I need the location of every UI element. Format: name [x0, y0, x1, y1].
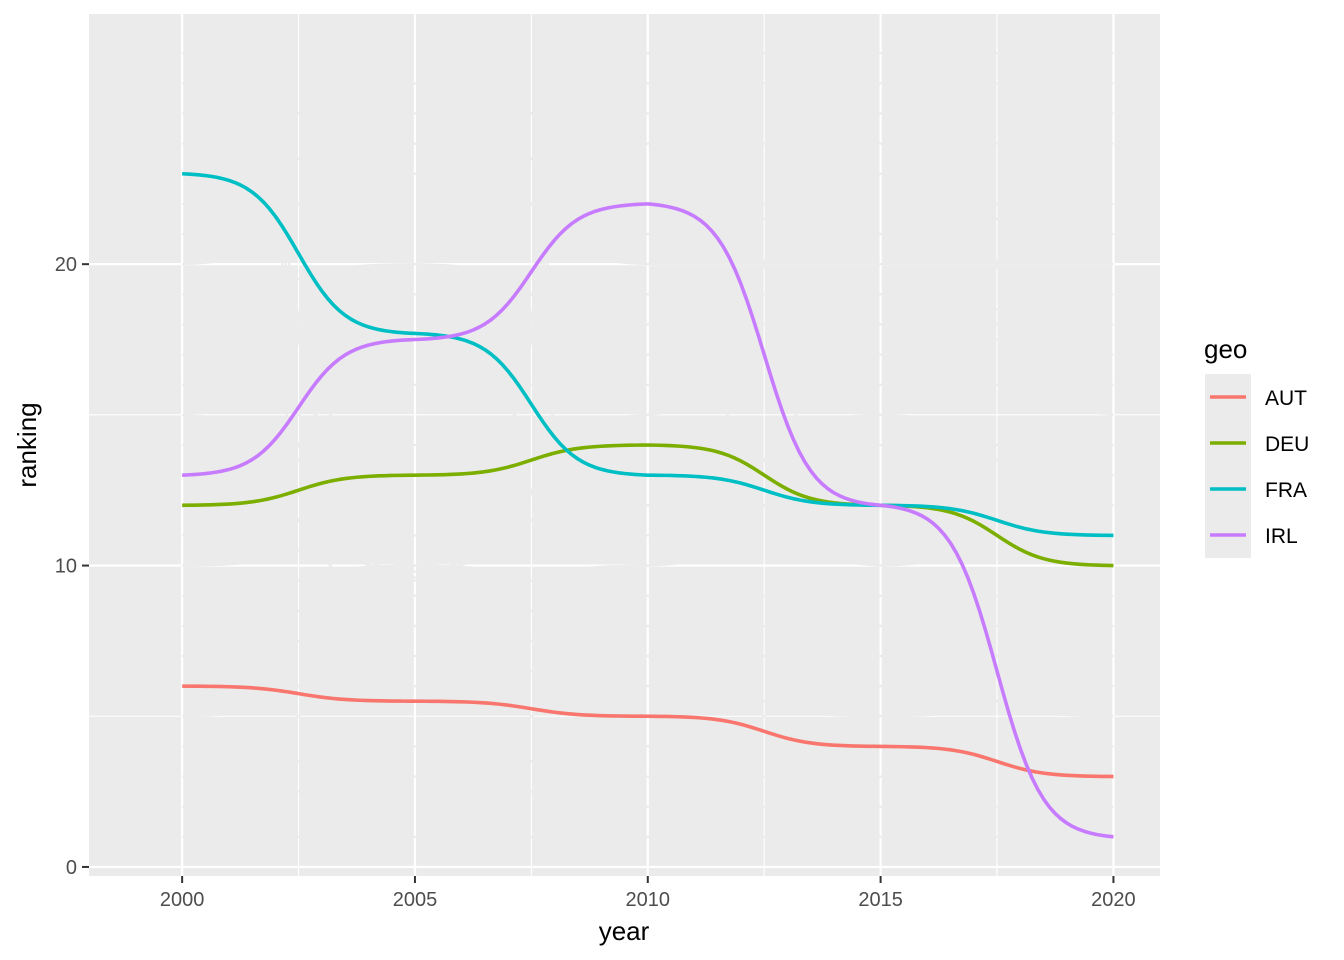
series-line-aut — [182, 684, 1114, 779]
series-line-irl — [182, 202, 1114, 839]
background-line — [181, 112, 1114, 567]
background-line — [182, 172, 1114, 236]
x-tick-label: 2000 — [160, 889, 205, 911]
background-line — [182, 323, 1114, 567]
background-line — [182, 443, 1114, 597]
background-line — [182, 293, 1114, 356]
legend-label-aut: AUT — [1265, 387, 1307, 410]
background-line — [182, 383, 1114, 537]
y-tick-labels: 0 10 20 — [55, 254, 77, 879]
legend-label-fra: FRA — [1265, 479, 1307, 502]
background-line — [182, 82, 1114, 145]
series-line-fra — [182, 171, 1114, 538]
y-tick-label: 10 — [55, 556, 77, 578]
background-line — [182, 263, 1114, 326]
legend-label-deu: DEU — [1265, 433, 1309, 456]
legend-items: AUT DEU FRA IRL — [1205, 374, 1309, 558]
x-tick-label: 2015 — [858, 889, 903, 911]
legend: geo AUT DEU FRA IRL — [1204, 334, 1309, 558]
background-line — [182, 142, 1114, 266]
x-axis-title: year — [599, 916, 650, 946]
x-tick-labels: 2000 2005 2010 2015 2020 — [160, 889, 1136, 911]
background-line — [182, 685, 1114, 748]
series-lines — [182, 171, 1114, 839]
series-line-deu — [182, 443, 1114, 568]
x-tick-label: 2020 — [1091, 889, 1136, 911]
background-line — [182, 413, 1114, 567]
y-tick-label: 0 — [66, 857, 77, 879]
legend-label-irl: IRL — [1265, 525, 1298, 548]
y-tick-label: 20 — [55, 254, 77, 276]
background-line — [182, 112, 1114, 573]
background-line — [182, 383, 1114, 567]
background-line — [182, 775, 1114, 808]
axis-ticks — [82, 263, 1115, 883]
background-lines — [181, 52, 1114, 838]
x-tick-label: 2005 — [393, 889, 438, 911]
background-line — [182, 624, 1114, 658]
background-line — [182, 654, 1114, 718]
background-line — [182, 745, 1114, 778]
background-line — [182, 594, 1114, 627]
y-axis-title: ranking — [12, 402, 42, 487]
legend-title: geo — [1204, 334, 1247, 364]
x-tick-label: 2010 — [626, 889, 671, 911]
background-line — [182, 564, 1114, 597]
background-line — [181, 82, 1114, 579]
